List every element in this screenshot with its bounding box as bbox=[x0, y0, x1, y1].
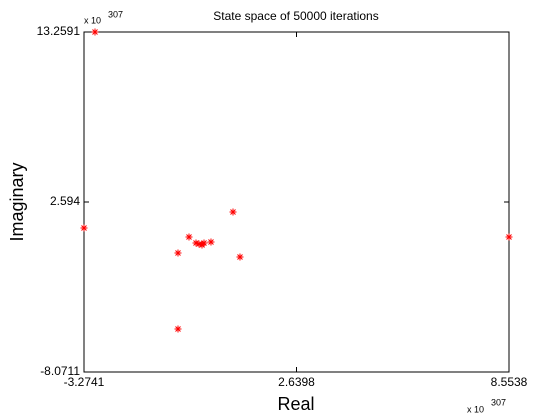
chart-title: State space of 50000 iterations bbox=[213, 9, 378, 23]
y-exponent: 307 bbox=[108, 9, 123, 19]
x-tick-label: 8.5538 bbox=[491, 375, 528, 389]
point bbox=[174, 249, 182, 257]
point bbox=[174, 325, 182, 333]
point bbox=[207, 238, 215, 246]
y-tick-label: 13.2591 bbox=[37, 24, 81, 38]
point bbox=[229, 208, 237, 216]
point bbox=[91, 28, 99, 36]
x-axis-label: Real bbox=[277, 394, 314, 414]
plot-area bbox=[83, 31, 510, 373]
y-tick-label: -8.0711 bbox=[40, 364, 80, 378]
x-tick-label: 2.6398 bbox=[278, 375, 315, 389]
y-exponent-base: x 10 bbox=[84, 15, 101, 25]
y-axis-label: Imaginary bbox=[7, 162, 27, 241]
x-exponent: 307 bbox=[491, 397, 506, 407]
y-tick-label: 2.594 bbox=[50, 194, 80, 208]
point bbox=[80, 224, 88, 232]
point bbox=[192, 239, 200, 247]
x-exponent-base: x 10 bbox=[467, 404, 484, 414]
point bbox=[200, 239, 208, 247]
x-tick-label: -3.2741 bbox=[64, 375, 105, 389]
point bbox=[195, 240, 203, 248]
point bbox=[236, 253, 244, 261]
point bbox=[185, 233, 193, 241]
point bbox=[505, 233, 513, 241]
